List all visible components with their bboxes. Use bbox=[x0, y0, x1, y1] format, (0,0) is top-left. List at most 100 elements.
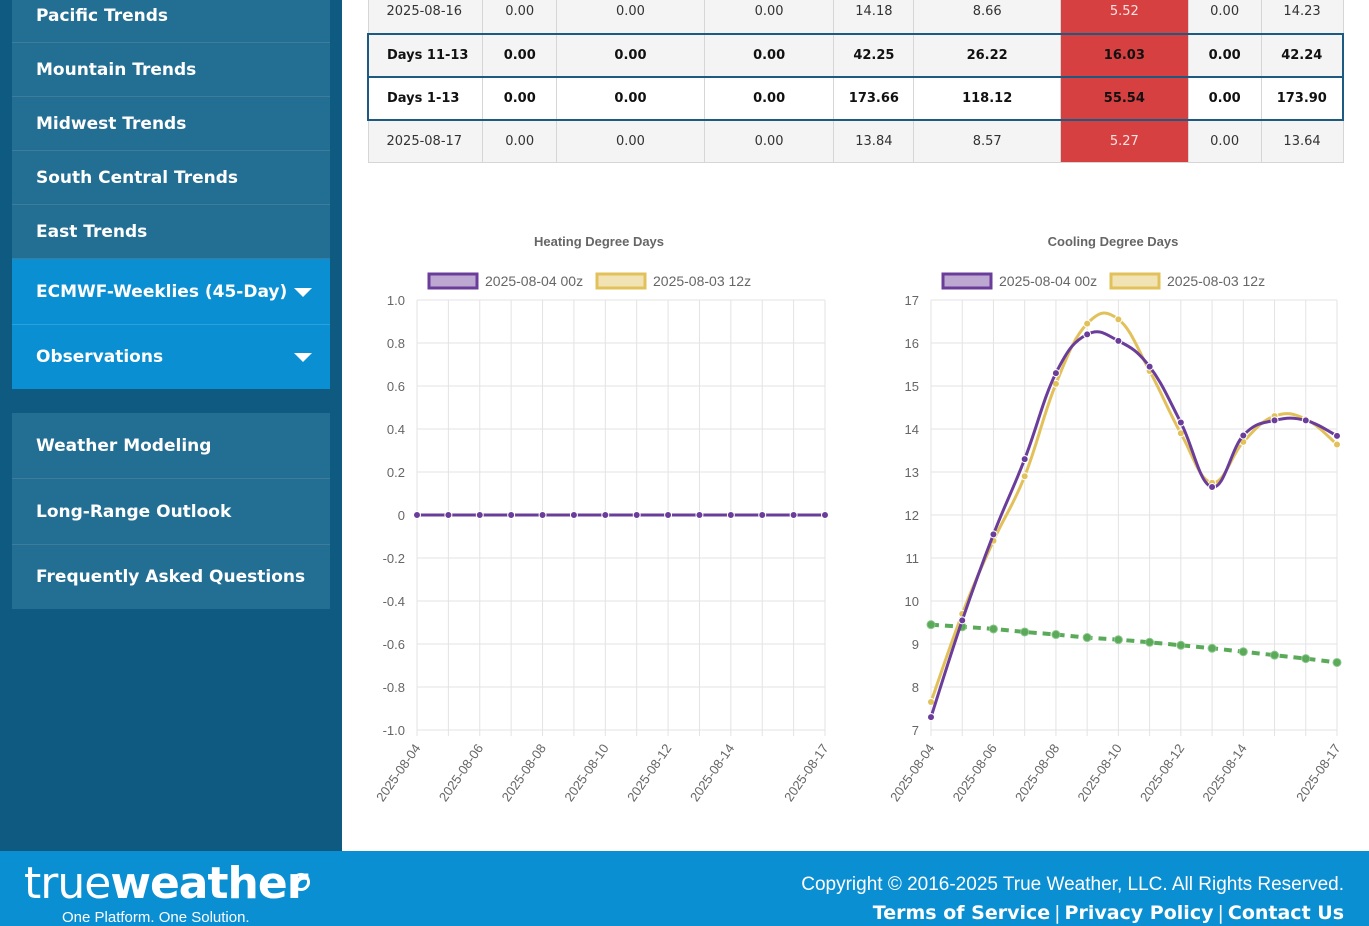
table-cell: 2025-08-16 bbox=[367, 0, 484, 34]
chevron-down-icon[interactable] bbox=[294, 353, 312, 362]
table-cell: 0.00 bbox=[482, 32, 558, 78]
table-cell: 42.24 bbox=[1260, 32, 1344, 78]
y-tick-label: 17 bbox=[905, 293, 919, 308]
sidebar-item-midwest-trends[interactable]: Midwest Trends bbox=[12, 97, 330, 151]
sidebar-item-label: Long-Range Outlook bbox=[36, 501, 232, 522]
table-cell: 173.66 bbox=[833, 75, 915, 121]
table-cell: 13.64 bbox=[1260, 119, 1344, 163]
data-point bbox=[1114, 315, 1123, 324]
data-point bbox=[475, 511, 484, 519]
table-cell: 173.90 bbox=[1260, 75, 1344, 121]
table-cell: 2025-08-17 bbox=[367, 119, 484, 163]
contact-us-link[interactable]: Contact Us bbox=[1227, 902, 1344, 924]
data-point bbox=[695, 511, 704, 519]
x-tick-label: 2025-08-10 bbox=[1074, 741, 1124, 804]
y-tick-label: 10 bbox=[905, 594, 919, 609]
sidebar-item-faq[interactable]: Frequently Asked Questions bbox=[12, 545, 330, 609]
x-tick-label: 2025-08-04 bbox=[887, 741, 937, 804]
table-cell: 0.00 bbox=[556, 32, 705, 78]
sidebar-item-south-central-trends[interactable]: South Central Trends bbox=[12, 151, 330, 205]
y-tick-label: 1.0 bbox=[387, 293, 405, 308]
data-point bbox=[1270, 416, 1279, 425]
data-point bbox=[1333, 440, 1341, 449]
data-point bbox=[632, 511, 641, 519]
link-separator: | bbox=[1054, 902, 1061, 924]
data-point bbox=[1239, 431, 1248, 440]
chart-title: Heating Degree Days bbox=[534, 234, 664, 249]
table-cell: 5.27 bbox=[1060, 119, 1189, 163]
table-cell: 55.54 bbox=[1060, 75, 1189, 121]
data-point bbox=[1114, 336, 1123, 345]
y-tick-label: 12 bbox=[905, 508, 919, 523]
table-cell: 0.00 bbox=[556, 0, 705, 34]
table-row: Days 11-13 0.00 0.00 0.00 42.25 26.22 16… bbox=[367, 32, 1344, 78]
data-point bbox=[1113, 635, 1123, 645]
data-point bbox=[821, 511, 829, 519]
sidebar-item-ecmwf-weeklies[interactable]: ECMWF-Weeklies (45-Day) bbox=[12, 259, 330, 325]
chart-title: Cooling Degree Days bbox=[1048, 234, 1179, 249]
sidebar-item-label: South Central Trends bbox=[36, 167, 239, 188]
data-point bbox=[1145, 637, 1155, 647]
data-point bbox=[1145, 362, 1154, 371]
footer-links: Terms of Service | Privacy Policy | Contact … bbox=[873, 902, 1344, 924]
data-point bbox=[1083, 319, 1092, 328]
data-point bbox=[758, 511, 767, 519]
data-point bbox=[1082, 633, 1092, 643]
data-point bbox=[1333, 431, 1341, 440]
legend-swatch bbox=[1109, 272, 1161, 290]
trueweather-logo[interactable]: trueweather bbox=[24, 858, 308, 909]
sidebar-item-mountain-trends[interactable]: Mountain Trends bbox=[12, 43, 330, 97]
data-point bbox=[1301, 416, 1310, 425]
chevron-down-icon[interactable] bbox=[294, 287, 312, 297]
x-tick-label: 2025-08-04 bbox=[373, 741, 423, 804]
sidebar-item-label: East Trends bbox=[36, 221, 148, 242]
sidebar-item-label: Pacific Trends bbox=[36, 6, 169, 26]
legend-label: 2025-08-04 00z bbox=[485, 273, 583, 289]
data-point bbox=[1332, 657, 1342, 667]
legend-label: 2025-08-04 00z bbox=[999, 273, 1097, 289]
data-point bbox=[1208, 483, 1217, 492]
table-cell: 13.84 bbox=[833, 119, 915, 163]
sidebar-item-observations[interactable]: Observations bbox=[12, 325, 330, 389]
data-point bbox=[989, 530, 998, 539]
logo-text-weather: weather bbox=[110, 858, 308, 909]
sidebar-item-east-trends[interactable]: East Trends bbox=[12, 205, 330, 259]
sidebar-item-label: ECMWF-Weeklies (45-Day) bbox=[36, 281, 288, 302]
table-cell: 0.00 bbox=[1187, 32, 1262, 78]
data-point bbox=[413, 511, 421, 519]
x-tick-label: 2025-08-14 bbox=[687, 741, 737, 804]
privacy-policy-link[interactable]: Privacy Policy bbox=[1064, 902, 1214, 924]
data-point bbox=[789, 511, 798, 519]
legend-label: 2025-08-03 12z bbox=[1167, 273, 1265, 289]
x-tick-label: 2025-08-06 bbox=[949, 741, 999, 804]
table-cell: 0.00 bbox=[703, 0, 835, 34]
sidebar-item-long-range-outlook[interactable]: Long-Range Outlook bbox=[12, 479, 330, 545]
table-cell: 8.66 bbox=[913, 0, 1061, 34]
table-cell: 0.00 bbox=[703, 75, 835, 121]
table-cell: 0.00 bbox=[556, 119, 705, 163]
x-tick-label: 2025-08-14 bbox=[1199, 741, 1249, 804]
table-row: Days 1-13 0.00 0.00 0.00 173.66 118.12 5… bbox=[367, 75, 1344, 121]
sidebar-item-weather-modeling[interactable]: Weather Modeling bbox=[12, 413, 330, 479]
table-cell: 0.00 bbox=[1187, 0, 1262, 34]
data-point bbox=[1176, 640, 1186, 650]
sidebar-item-pacific-trends[interactable]: Pacific Trends bbox=[12, 0, 330, 43]
data-point bbox=[507, 511, 516, 519]
logo-text-true: true bbox=[24, 858, 111, 909]
table-cell: 14.23 bbox=[1260, 0, 1344, 34]
y-tick-label: 0.4 bbox=[387, 422, 405, 437]
data-point bbox=[927, 713, 935, 722]
data-point bbox=[1207, 643, 1217, 653]
y-tick-label: 0.8 bbox=[387, 336, 405, 351]
data-point bbox=[988, 624, 998, 634]
legend-swatch bbox=[941, 272, 993, 290]
degree-day-table: 2025-08-16 0.00 0.00 0.00 14.18 8.66 5.5… bbox=[367, 0, 1344, 163]
table-row: 2025-08-17 0.00 0.00 0.00 13.84 8.57 5.2… bbox=[367, 119, 1344, 163]
data-point bbox=[538, 511, 547, 519]
table-row: 2025-08-16 0.00 0.00 0.00 14.18 8.66 5.5… bbox=[367, 0, 1344, 34]
table-cell: 0.00 bbox=[556, 75, 705, 121]
data-point bbox=[1051, 369, 1060, 378]
sidebar-item-label: Midwest Trends bbox=[36, 113, 187, 134]
y-tick-label: 14 bbox=[905, 422, 919, 437]
terms-of-service-link[interactable]: Terms of Service bbox=[872, 902, 1051, 924]
